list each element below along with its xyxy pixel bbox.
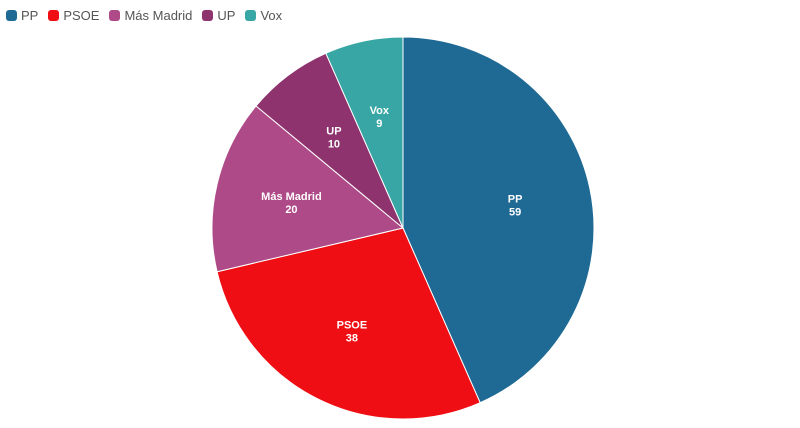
pie-labels: PP 59 PSOE 38 Más Madrid 20 UP 10 Vox 9: [261, 105, 522, 345]
slice-label-name: PP: [508, 193, 523, 205]
slice-label-vox: Vox 9: [370, 105, 390, 130]
slice-label-name: UP: [326, 126, 341, 138]
slice-label-name: Vox: [370, 105, 390, 117]
legend-item-psoe[interactable]: PSOE: [48, 8, 99, 23]
legend-swatch: [245, 10, 257, 21]
legend-item-up[interactable]: UP: [202, 8, 235, 23]
slice-label-psoe: PSOE 38: [337, 320, 368, 345]
pie-slice-vox[interactable]: [325, 36, 404, 229]
legend-swatch: [109, 10, 121, 21]
legend-swatch: [6, 10, 17, 21]
pie-slices: [211, 36, 595, 420]
legend-item-pp[interactable]: PP: [6, 8, 38, 23]
slice-label-m-s-madrid: Más Madrid 20: [261, 191, 322, 216]
slice-label-name: Más Madrid: [261, 191, 322, 203]
pie-slice-m-s-madrid[interactable]: [211, 105, 405, 273]
slice-label-up: UP 10: [326, 126, 341, 151]
pie-slice-psoe[interactable]: [216, 227, 481, 420]
slice-label-value: 9: [376, 118, 382, 130]
slice-label-value: 20: [285, 204, 297, 216]
legend-swatch: [48, 10, 60, 21]
chart-legend: PP PSOE Más Madrid UP Vox: [6, 8, 282, 23]
legend-item-m-s-madrid[interactable]: Más Madrid: [109, 8, 192, 23]
legend-label: Más Madrid: [124, 8, 193, 23]
pie-slice-pp[interactable]: [402, 36, 595, 404]
slice-label-name: PSOE: [337, 320, 368, 332]
legend-label: Vox: [260, 8, 283, 23]
legend-label: UP: [217, 8, 236, 23]
slice-label-value: 59: [509, 206, 521, 218]
legend-label: PSOE: [63, 8, 100, 23]
legend-label: PP: [21, 8, 39, 23]
slice-label-value: 10: [328, 139, 340, 151]
slice-label-pp: PP 59: [508, 193, 523, 218]
legend-item-vox[interactable]: Vox: [245, 8, 282, 23]
legend-swatch: [202, 10, 214, 21]
slice-label-value: 38: [346, 333, 358, 345]
